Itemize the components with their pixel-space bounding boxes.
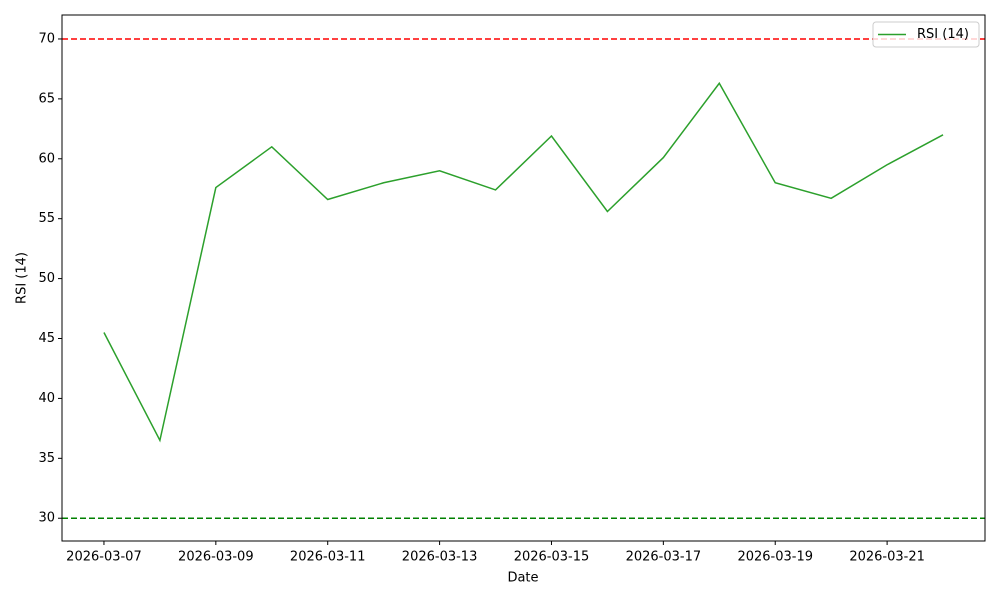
x-tick-label: 2026-03-07: [66, 550, 142, 565]
y-tick-label: 35: [38, 451, 55, 466]
x-tick-label: 2026-03-17: [626, 550, 702, 565]
legend-label: RSI (14): [917, 27, 969, 42]
x-tick-label: 2026-03-13: [402, 550, 478, 565]
y-axis-label: RSI (14): [15, 252, 30, 304]
y-tick-label: 45: [38, 331, 55, 346]
series-line: [103, 81, 944, 443]
y-tick-label: 65: [38, 91, 55, 106]
y-tick-label: 30: [38, 511, 55, 526]
y-tick-label: 60: [38, 151, 55, 166]
y-tick-label: 50: [38, 271, 55, 286]
y-tick-label: 55: [38, 211, 55, 226]
x-tick-label: 2026-03-19: [737, 550, 813, 565]
plot-frame: [61, 14, 986, 542]
legend-box: [872, 21, 980, 48]
x-tick-label: 2026-03-09: [178, 550, 254, 565]
x-tick-label: 2026-03-21: [849, 550, 925, 565]
x-tick-label: 2026-03-11: [290, 550, 366, 565]
x-tick-label: 2026-03-15: [514, 550, 590, 565]
y-tick-label: 40: [38, 391, 55, 406]
y-tick-label: 70: [38, 31, 55, 46]
x-axis-label: Date: [507, 571, 538, 586]
